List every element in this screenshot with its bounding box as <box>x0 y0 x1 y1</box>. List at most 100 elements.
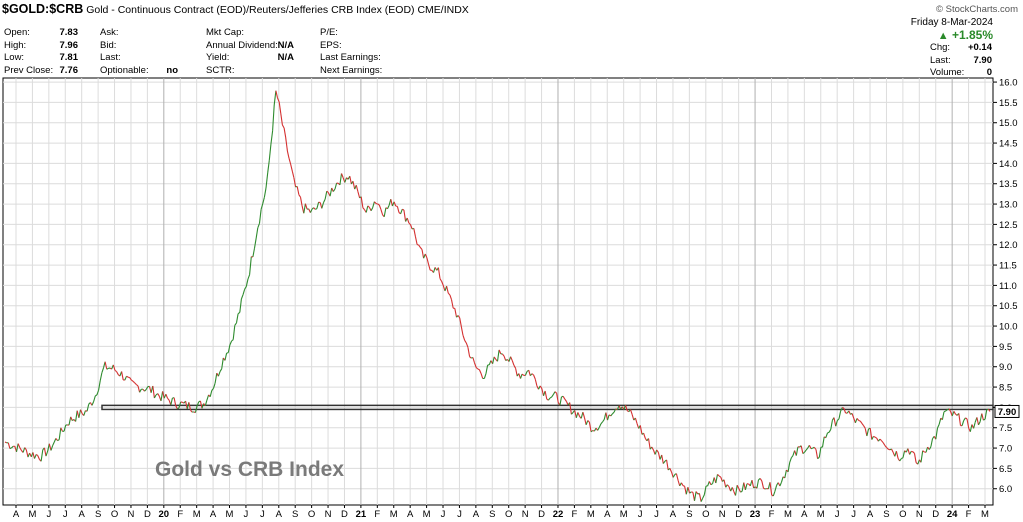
price-segment <box>583 417 587 425</box>
price-segment <box>917 459 920 465</box>
x-tick-label: A <box>801 509 808 520</box>
price-segment <box>813 446 817 450</box>
price-segment <box>291 170 295 178</box>
price-segment <box>441 281 444 286</box>
y-tick-label: 16.0 <box>999 78 1018 89</box>
price-segment <box>951 411 955 417</box>
price-segment <box>139 388 142 393</box>
x-tick-label: O <box>308 509 315 520</box>
price-segment <box>383 207 387 217</box>
price-segment <box>582 411 586 418</box>
price-segment <box>519 373 523 379</box>
price-segment <box>531 373 534 376</box>
pe-label: P/E: <box>320 27 338 38</box>
price-segment <box>153 394 157 399</box>
price-segment <box>275 90 279 99</box>
price-segment <box>378 204 382 210</box>
price-segment <box>170 397 173 406</box>
price-segment <box>393 201 397 207</box>
price-segment <box>396 206 400 213</box>
price-segment <box>901 457 904 460</box>
price-segment <box>45 450 49 457</box>
price-segment <box>43 447 47 457</box>
price-segment <box>759 478 763 482</box>
y-tick-label: 6.0 <box>999 484 1012 495</box>
price-segment <box>639 425 643 435</box>
price-segment <box>278 102 282 114</box>
x-tick-label: 21 <box>356 509 367 520</box>
price-segment <box>961 420 965 426</box>
x-tick-label: J <box>638 509 643 520</box>
volume-value: 0 <box>986 67 992 78</box>
price-segment <box>403 209 407 222</box>
price-segment <box>424 253 428 259</box>
price-segment <box>843 408 847 414</box>
price-segment <box>268 144 272 161</box>
price-segment <box>643 433 646 439</box>
price-segment <box>763 487 766 490</box>
low-value: 7.81 <box>59 52 79 63</box>
price-segment <box>460 326 464 336</box>
price-segment <box>761 480 765 489</box>
price-segment <box>715 474 719 484</box>
price-segment <box>493 356 497 360</box>
x-tick-label: A <box>407 509 414 520</box>
price-segment <box>661 454 664 464</box>
price-segment <box>37 455 41 460</box>
price-segment <box>462 335 466 341</box>
price-segment <box>33 454 37 459</box>
eps-label: EPS: <box>320 39 342 51</box>
dividend-value: N/A <box>277 39 294 51</box>
price-segment <box>805 447 809 451</box>
x-tick-label: N <box>128 509 135 520</box>
last-value-label: 7.90 <box>998 407 1017 418</box>
x-tick-label: M <box>390 509 398 520</box>
price-segment <box>888 448 891 451</box>
price-segment <box>569 402 572 415</box>
price-segment <box>774 485 778 492</box>
price-segment <box>612 411 615 415</box>
price-segment <box>263 187 267 198</box>
price-segment <box>863 425 866 429</box>
price-segment <box>882 442 886 446</box>
description: Gold - Continuous Contract (EOD)/Reuters… <box>86 4 415 16</box>
last-price-label: Last: <box>930 54 951 66</box>
price-segment <box>631 414 635 421</box>
x-tick-label: A <box>670 509 677 520</box>
price-segment <box>326 190 329 194</box>
price-segment <box>907 448 911 455</box>
price-segment <box>669 468 673 473</box>
price-segment <box>808 445 812 449</box>
price-segment <box>53 438 57 443</box>
price-segment <box>969 424 973 432</box>
gridlines <box>3 78 993 505</box>
price-segment <box>68 416 72 426</box>
price-segment <box>577 412 581 417</box>
volume-label: Volume: <box>930 67 965 78</box>
price-segment <box>63 424 67 432</box>
price-segment <box>232 325 236 340</box>
price-segment <box>859 420 863 424</box>
x-tick-label: F <box>177 509 183 520</box>
price-segment <box>101 367 105 373</box>
stockcharts-credit[interactable]: © StockCharts.com <box>936 4 1018 15</box>
price-segment <box>17 443 21 448</box>
price-segment <box>303 203 306 214</box>
yield-value: N/A <box>277 52 294 63</box>
quote-right-box: Chg: +0.14 Last: 7.90 Volume: 0 <box>930 42 992 80</box>
x-tick-label: O <box>899 509 906 520</box>
price-segment <box>439 278 443 282</box>
price-segment <box>262 197 265 205</box>
price-segment <box>124 376 128 381</box>
price-segment <box>587 420 590 423</box>
price-segment <box>976 417 980 426</box>
price-segment <box>895 451 899 459</box>
price-segment <box>475 367 479 370</box>
price-segment <box>562 396 566 400</box>
price-segment <box>734 485 738 496</box>
price-segment <box>324 190 328 200</box>
price-segment <box>789 457 792 463</box>
x-tick-label: A <box>13 509 20 520</box>
y-tick-label: 11.0 <box>999 281 1017 292</box>
